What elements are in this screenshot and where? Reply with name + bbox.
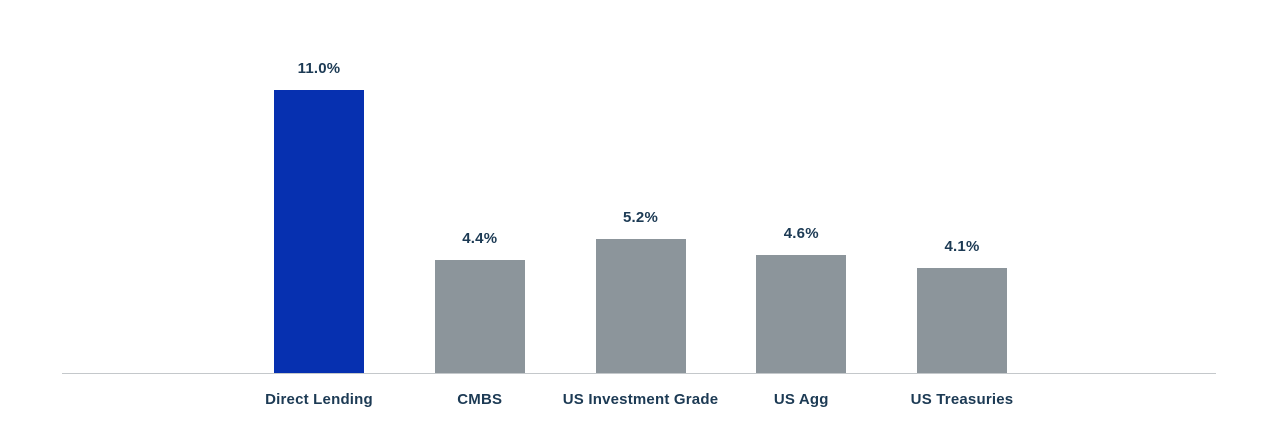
x-axis-line: [62, 373, 1216, 374]
bar-us-treasuries: [917, 268, 1007, 373]
value-label-us-treasuries: 4.1%: [944, 238, 980, 255]
bar-cmbs: [434, 260, 525, 373]
bar-us-agg: [756, 255, 847, 373]
category-label-direct-lending: Direct Lending: [265, 391, 373, 408]
bar-direct-lending: [274, 90, 364, 373]
value-label-us-agg: 4.6%: [783, 225, 819, 242]
category-label-us-investment-grade: US Investment Grade: [562, 391, 719, 408]
value-label-us-investment-grade: 5.2%: [623, 209, 658, 226]
category-label-us-treasuries: US Treasuries: [910, 391, 1014, 408]
category-label-cmbs: CMBS: [457, 391, 503, 408]
category-label-us-agg: US Agg: [773, 391, 829, 408]
bar-us-investment-grade: [595, 239, 686, 373]
value-label-cmbs: 4.4%: [462, 230, 498, 247]
value-label-direct-lending: 11.0%: [297, 60, 341, 77]
